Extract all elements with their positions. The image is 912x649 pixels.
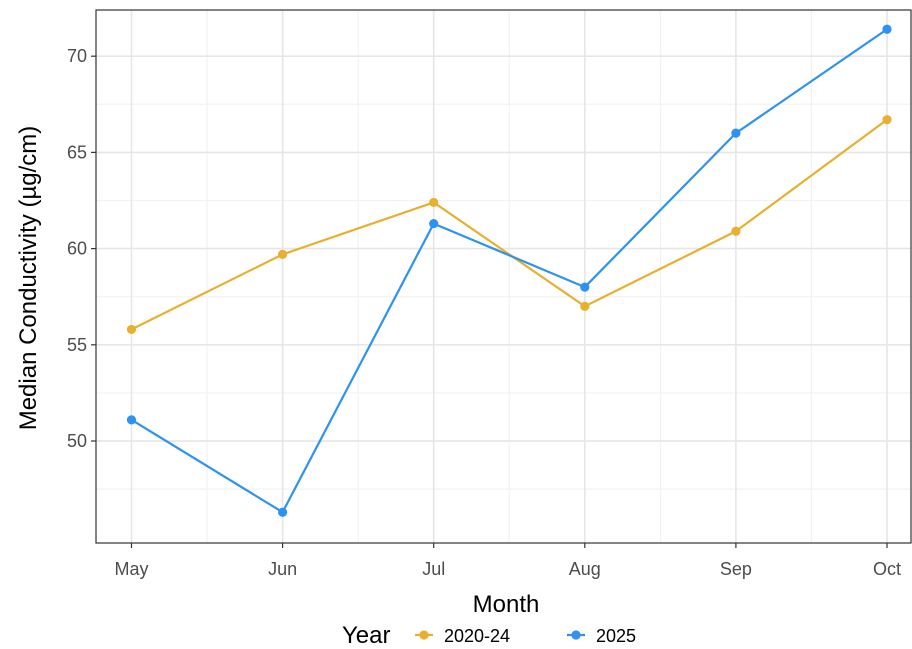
x-axis-ticks: May Jun Jul Aug Sep Oct <box>114 543 901 579</box>
x-tick-label: Oct <box>873 559 901 579</box>
y-axis-ticks: 50 55 60 65 70 <box>67 46 96 451</box>
x-tick-label: Jul <box>422 559 445 579</box>
x-tick-label: Aug <box>569 559 601 579</box>
series-line-1 <box>130 28 888 514</box>
y-tick-label: 60 <box>67 239 87 259</box>
data-point <box>580 282 590 292</box>
x-tick-label: Sep <box>720 559 752 579</box>
x-tick-label: Jun <box>268 559 297 579</box>
plot-panel-border <box>95 9 912 544</box>
legend: Year 2020-24 2025 <box>342 622 636 649</box>
data-point <box>882 115 892 125</box>
data-point <box>731 128 741 138</box>
x-axis-title: Month <box>473 591 540 618</box>
y-tick-label: 70 <box>67 46 87 66</box>
data-point <box>126 324 137 335</box>
x-tick-label: May <box>114 559 148 579</box>
y-tick-label: 50 <box>67 431 87 451</box>
data-point <box>278 507 288 517</box>
data-point <box>731 226 741 236</box>
data-point <box>882 24 892 34</box>
minor-gridlines <box>96 10 911 543</box>
data-point <box>429 197 439 208</box>
y-axis-title: Median Conductivity (µg/cm) <box>15 126 42 431</box>
y-tick-label: 55 <box>67 335 87 355</box>
legend-key-point <box>571 630 581 640</box>
data-point <box>278 249 288 259</box>
legend-entry-label: 2025 <box>596 626 636 646</box>
data-point <box>429 218 439 229</box>
legend-title: Year <box>342 622 391 649</box>
series-layer <box>126 24 892 517</box>
legend-key-point <box>419 630 429 640</box>
data-point <box>126 415 137 425</box>
y-tick-label: 65 <box>67 142 87 162</box>
major-gridlines <box>96 10 911 543</box>
data-point <box>580 301 590 311</box>
legend-entry-label: 2020-24 <box>444 626 510 646</box>
